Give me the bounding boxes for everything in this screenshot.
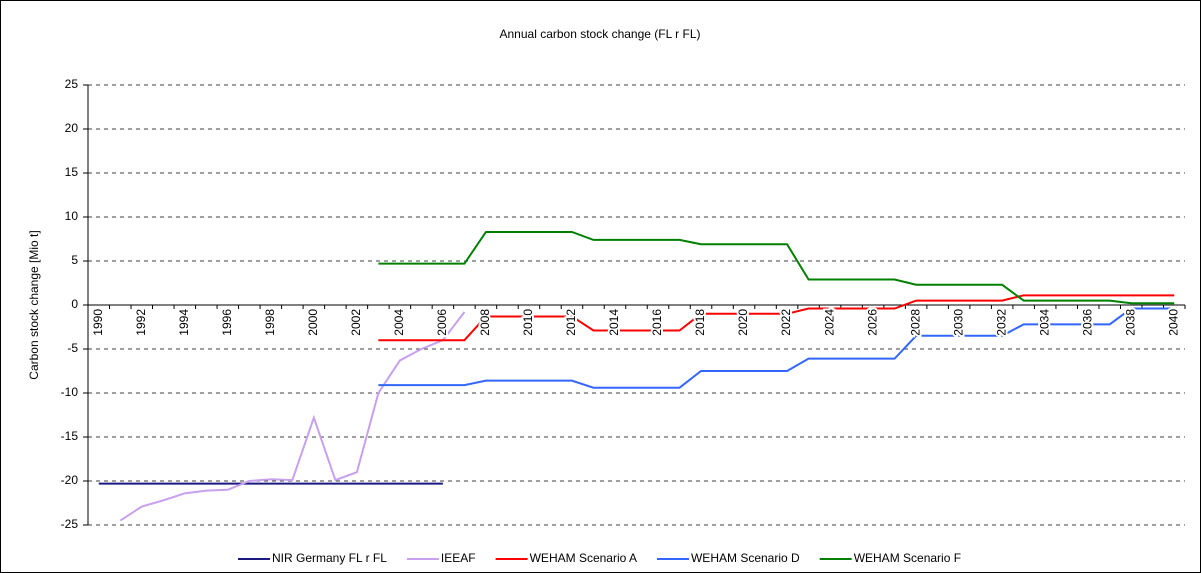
x-tick-label: 2008 — [478, 309, 492, 336]
x-tick-label: 2002 — [349, 309, 363, 336]
x-tick-label: 1996 — [220, 309, 234, 336]
x-tick-label: 2024 — [822, 309, 836, 336]
x-tick-label: 2000 — [306, 309, 320, 336]
x-tick-label: 2020 — [736, 309, 750, 336]
legend-label: NIR Germany FL r FL — [272, 551, 387, 565]
x-tick-label: 2030 — [951, 309, 965, 336]
y-tick-label: -15 — [61, 429, 79, 443]
series-line — [119, 311, 466, 522]
chart-title: Annual carbon stock change (FL r FL) — [500, 27, 701, 41]
x-tick-label: 2004 — [392, 309, 406, 336]
x-tick-label: 2012 — [564, 309, 578, 336]
x-tick-label: 2036 — [1080, 309, 1094, 336]
y-tick-label: -25 — [61, 517, 79, 531]
y-tick-label: -5 — [67, 341, 78, 355]
y-axis-label: Carbon stock change [Mio t] — [27, 230, 41, 379]
y-tick-label: 20 — [65, 121, 79, 135]
series-line — [378, 307, 1175, 389]
x-tick-label: 2022 — [779, 309, 793, 336]
legend-label: WEHAM Scenario A — [530, 551, 637, 565]
legend-label: IEEAF — [441, 551, 476, 565]
y-tick-label: 15 — [65, 165, 79, 179]
series-line — [378, 294, 1175, 342]
x-tick-label: 2028 — [908, 309, 922, 336]
x-tick-label: 2016 — [650, 309, 664, 336]
x-tick-label: 2006 — [435, 309, 449, 336]
x-tick-label: 2014 — [607, 309, 621, 336]
legend-label: WEHAM Scenario F — [854, 551, 961, 565]
x-tick-label: 1992 — [134, 309, 148, 336]
x-tick-label: 2026 — [865, 309, 879, 336]
x-tick-label: 2018 — [693, 309, 707, 336]
x-tick-label: 1994 — [177, 309, 191, 336]
legend-label: WEHAM Scenario D — [691, 551, 800, 565]
x-tick-label: 1998 — [263, 309, 277, 336]
series-line — [378, 230, 1175, 305]
x-tick-label: 1990 — [91, 309, 105, 336]
x-tick-label: 2038 — [1123, 309, 1137, 336]
y-tick-label: -10 — [61, 385, 79, 399]
y-tick-label: 10 — [65, 209, 79, 223]
x-tick-label: 2034 — [1037, 309, 1051, 336]
x-tick-label: 2032 — [994, 309, 1008, 336]
y-tick-label: 0 — [71, 297, 78, 311]
x-tick-label: 2040 — [1166, 309, 1180, 336]
x-tick-label: 2010 — [521, 309, 535, 336]
y-tick-label: 25 — [65, 77, 79, 91]
y-tick-label: 5 — [71, 253, 78, 267]
y-tick-label: -20 — [61, 473, 79, 487]
